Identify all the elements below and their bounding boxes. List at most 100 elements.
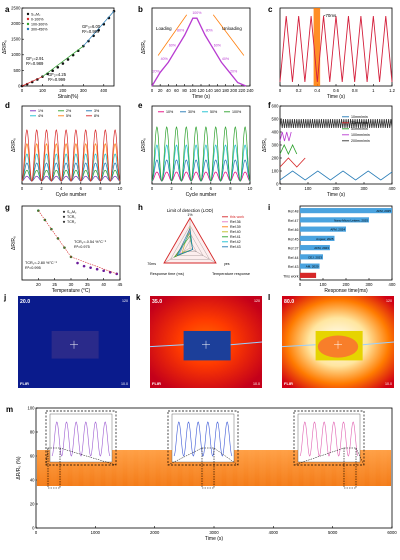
y-tick-label: 600 (272, 103, 280, 108)
level-label: 80% (177, 29, 185, 33)
x-tick-label: 400 (389, 186, 397, 191)
x-tick-label: 4 (190, 186, 193, 191)
brand-logo: FLIR (284, 381, 293, 386)
x-tick-label: 6 (210, 186, 213, 191)
x-tick-label: 220 (238, 88, 246, 93)
legend-entry: Ref.36 (230, 220, 241, 224)
x-tick-label: 120 (198, 88, 206, 93)
x-tick-label: 80 (182, 88, 187, 93)
x-tick-label: 400 (100, 88, 108, 93)
legend-entry: 1% (38, 109, 44, 113)
inset-plot (171, 413, 235, 463)
panel-letter-j: j (3, 293, 6, 302)
zoom-connector (355, 447, 365, 466)
panel-k: 35.0 120 10.0 FLIR (149, 296, 263, 388)
y-tick-label: 1500 (11, 37, 21, 42)
x-tick-label: 400 (389, 282, 397, 287)
legend-entry: S₁₂M₂ (67, 210, 77, 214)
x-tick-label: 3000 (209, 530, 219, 535)
plot-frame (21, 105, 121, 185)
series-line (21, 169, 121, 182)
legend-entry: 100mm/min (351, 133, 370, 137)
label-unloading: Unloading (222, 26, 242, 31)
data-point (95, 267, 99, 271)
inset-series (51, 421, 111, 457)
bar-label: AFM, 2025 (376, 209, 391, 213)
y-tick-label: 100 (28, 405, 36, 410)
annotation: GF₃=6.00 (82, 24, 101, 29)
x-tick-label: 0.8 (352, 88, 358, 93)
legend-entry: 0-100% (31, 18, 44, 22)
x-tick-label: 100 (39, 88, 47, 93)
plot-frame (21, 7, 115, 87)
bar-label: Angew, 2025 (316, 237, 334, 241)
bar-label: AM, 2020 (306, 265, 319, 269)
inset-frame (293, 410, 365, 466)
x-axis-label: Cycle number (56, 192, 87, 198)
y-tick-label: 80 (30, 429, 35, 434)
data-point (115, 272, 119, 276)
x-axis-label: Cycle number (186, 192, 217, 198)
legend-entry: 10% (166, 110, 174, 114)
y-tick-label: 60 (30, 453, 35, 458)
wire (362, 341, 395, 346)
x-tick-label: 100 (189, 88, 197, 93)
bar-label: This work (302, 274, 315, 278)
brand-logo: FLIR (20, 381, 29, 386)
temperature-readout: 35.0 (152, 299, 162, 305)
temperature-readout: 20.0 (20, 299, 30, 305)
category-label: Ref.44 (288, 256, 299, 260)
y-tick-label: 500 (14, 68, 22, 73)
x-tick-label: 40 (101, 282, 106, 287)
panel-letter-l: l (268, 293, 270, 302)
x-tick-label: 300 (80, 88, 88, 93)
radar-spoke (189, 247, 217, 264)
panel-letter-i: i (268, 203, 270, 212)
legend-marker (26, 12, 30, 16)
x-tick-label: 10 (118, 186, 123, 191)
legend-entry: 2% (66, 109, 72, 113)
x-axis-label: Temperature (°C) (52, 288, 91, 294)
x-tick-label: 6 (80, 186, 83, 191)
fit-line-1 (21, 76, 43, 87)
legend-entry: 3% (94, 109, 100, 113)
series-line (279, 157, 306, 168)
inset-series (299, 421, 359, 457)
y-tick-label: 20 (30, 501, 35, 506)
x-tick-label: 40 (166, 88, 171, 93)
bar (300, 235, 335, 241)
legend-entry: 100-300% (31, 23, 48, 27)
data-point (87, 39, 90, 43)
x-axis-label: Time (s) (327, 192, 345, 198)
level-label: 100% (192, 11, 202, 15)
y-tick-label: 500 (272, 116, 280, 121)
legend-entry: S₁₂M₂ (31, 13, 41, 17)
x-tick-label: 300 (361, 186, 369, 191)
y-tick-label: 2500 (11, 5, 21, 10)
plot-frame (279, 105, 393, 185)
panel-j: 20.0 120 10.0 FLIR (18, 296, 130, 388)
panel-letter-m: m (6, 405, 13, 414)
bar (300, 208, 392, 214)
y-tick-label: 2000 (11, 21, 21, 26)
legend-entry: 30mm/min (351, 121, 368, 125)
scale-max-readout: 120 (122, 299, 128, 303)
x-axis-label: Time (s) (327, 94, 345, 100)
bar-label: Nano-Micro Letters, 2025 (334, 218, 368, 222)
x-tick-label: 1000 (91, 530, 101, 535)
y-axis-label: ΔR/R₀ (11, 138, 17, 152)
annotation-response-time: ~70ms (323, 13, 337, 18)
x-tick-label: 0 (299, 282, 302, 287)
radar-grid (183, 240, 197, 252)
radar-tick: 70ms (147, 262, 156, 266)
level-label: 40% (222, 57, 230, 61)
x-tick-label: 0 (35, 530, 38, 535)
y-tick-label: 40 (30, 477, 35, 482)
zoom-connector (167, 447, 203, 466)
panel-letter-b: b (138, 5, 143, 14)
category-label: Ref.37 (288, 247, 299, 251)
series-line (279, 170, 393, 181)
x-tick-label: 10 (248, 186, 253, 191)
panel-letter-a: a (5, 5, 10, 14)
